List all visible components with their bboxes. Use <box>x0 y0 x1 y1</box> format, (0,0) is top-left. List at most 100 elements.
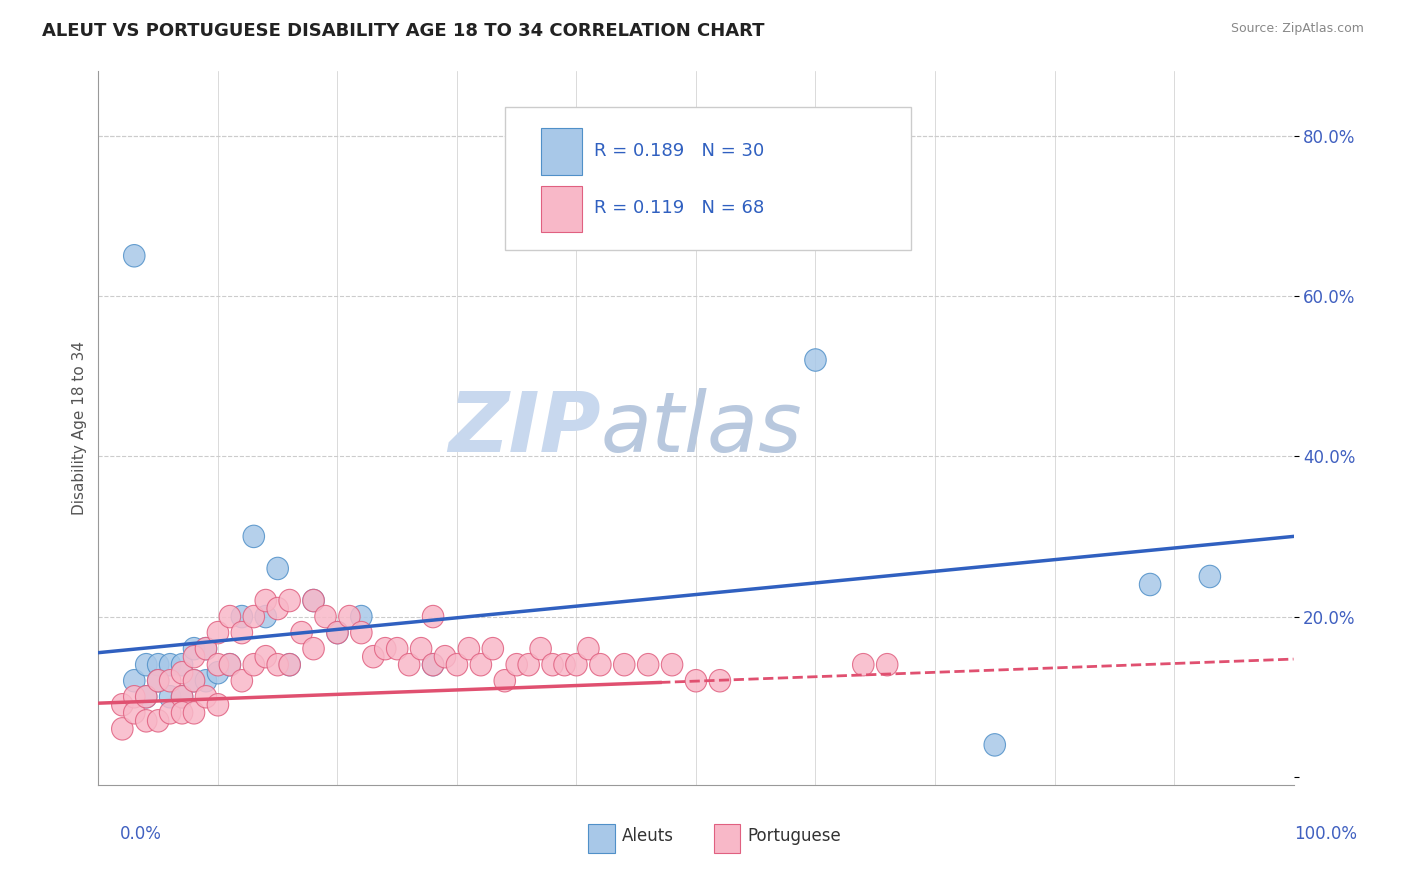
Ellipse shape <box>852 654 875 676</box>
Ellipse shape <box>148 710 169 732</box>
Ellipse shape <box>709 670 731 692</box>
Ellipse shape <box>267 654 288 676</box>
Ellipse shape <box>148 670 169 692</box>
Ellipse shape <box>578 638 599 660</box>
Ellipse shape <box>326 622 349 644</box>
Ellipse shape <box>135 686 157 708</box>
Text: 100.0%: 100.0% <box>1294 825 1357 843</box>
Ellipse shape <box>148 670 169 692</box>
Ellipse shape <box>159 686 181 708</box>
Bar <box>541 128 582 175</box>
Ellipse shape <box>302 638 325 660</box>
Ellipse shape <box>278 654 301 676</box>
Ellipse shape <box>339 606 360 628</box>
Ellipse shape <box>231 606 253 628</box>
Ellipse shape <box>172 662 193 684</box>
Text: ZIP: ZIP <box>447 388 600 468</box>
Ellipse shape <box>302 590 325 612</box>
Ellipse shape <box>195 638 217 660</box>
Ellipse shape <box>172 686 193 708</box>
Ellipse shape <box>530 638 551 660</box>
Ellipse shape <box>374 638 396 660</box>
Text: atlas: atlas <box>600 388 801 468</box>
Bar <box>589 824 614 853</box>
Ellipse shape <box>207 622 229 644</box>
Ellipse shape <box>494 670 516 692</box>
Text: ALEUT VS PORTUGUESE DISABILITY AGE 18 TO 34 CORRELATION CHART: ALEUT VS PORTUGUESE DISABILITY AGE 18 TO… <box>42 22 765 40</box>
Ellipse shape <box>278 590 301 612</box>
Ellipse shape <box>243 606 264 628</box>
Ellipse shape <box>1139 574 1161 596</box>
Ellipse shape <box>159 654 181 676</box>
Ellipse shape <box>243 525 264 548</box>
Ellipse shape <box>350 606 373 628</box>
Ellipse shape <box>183 702 205 724</box>
Bar <box>541 186 582 232</box>
Ellipse shape <box>315 606 336 628</box>
Ellipse shape <box>124 244 145 267</box>
Ellipse shape <box>207 694 229 716</box>
Ellipse shape <box>159 670 181 692</box>
Ellipse shape <box>541 654 564 676</box>
Ellipse shape <box>254 646 277 668</box>
Ellipse shape <box>1199 566 1220 588</box>
Ellipse shape <box>135 686 157 708</box>
Ellipse shape <box>363 646 384 668</box>
Ellipse shape <box>183 670 205 692</box>
Ellipse shape <box>267 558 288 580</box>
Ellipse shape <box>254 590 277 612</box>
Ellipse shape <box>183 670 205 692</box>
Y-axis label: Disability Age 18 to 34: Disability Age 18 to 34 <box>72 341 87 516</box>
Text: Source: ZipAtlas.com: Source: ZipAtlas.com <box>1230 22 1364 36</box>
Ellipse shape <box>219 654 240 676</box>
Ellipse shape <box>422 654 444 676</box>
Ellipse shape <box>470 654 492 676</box>
Text: 0.0%: 0.0% <box>120 825 162 843</box>
Ellipse shape <box>302 590 325 612</box>
Ellipse shape <box>207 654 229 676</box>
Ellipse shape <box>124 670 145 692</box>
Ellipse shape <box>446 654 468 676</box>
Ellipse shape <box>434 646 456 668</box>
Ellipse shape <box>195 638 217 660</box>
Ellipse shape <box>517 654 540 676</box>
Ellipse shape <box>148 654 169 676</box>
Ellipse shape <box>267 598 288 620</box>
Ellipse shape <box>111 694 134 716</box>
Ellipse shape <box>613 654 636 676</box>
Ellipse shape <box>124 686 145 708</box>
Ellipse shape <box>984 733 1005 756</box>
Ellipse shape <box>422 606 444 628</box>
Ellipse shape <box>231 670 253 692</box>
Ellipse shape <box>482 638 503 660</box>
Ellipse shape <box>326 622 349 644</box>
Ellipse shape <box>111 717 134 740</box>
Ellipse shape <box>554 654 575 676</box>
Ellipse shape <box>135 710 157 732</box>
Ellipse shape <box>195 686 217 708</box>
Text: R = 0.119   N = 68: R = 0.119 N = 68 <box>595 200 765 218</box>
Ellipse shape <box>387 638 408 660</box>
Ellipse shape <box>195 670 217 692</box>
Ellipse shape <box>172 654 193 676</box>
Ellipse shape <box>876 654 898 676</box>
Ellipse shape <box>398 654 420 676</box>
Text: R = 0.189   N = 30: R = 0.189 N = 30 <box>595 143 765 161</box>
Bar <box>714 824 740 853</box>
Ellipse shape <box>172 702 193 724</box>
Ellipse shape <box>172 686 193 708</box>
Ellipse shape <box>661 654 683 676</box>
Text: Portuguese: Portuguese <box>748 828 841 846</box>
Ellipse shape <box>183 646 205 668</box>
Ellipse shape <box>254 606 277 628</box>
Ellipse shape <box>422 654 444 676</box>
Ellipse shape <box>135 654 157 676</box>
Ellipse shape <box>637 654 659 676</box>
Ellipse shape <box>350 622 373 644</box>
Text: Aleuts: Aleuts <box>621 828 673 846</box>
Ellipse shape <box>159 702 181 724</box>
Ellipse shape <box>804 349 827 371</box>
Ellipse shape <box>589 654 612 676</box>
Ellipse shape <box>637 204 659 227</box>
Ellipse shape <box>243 654 264 676</box>
